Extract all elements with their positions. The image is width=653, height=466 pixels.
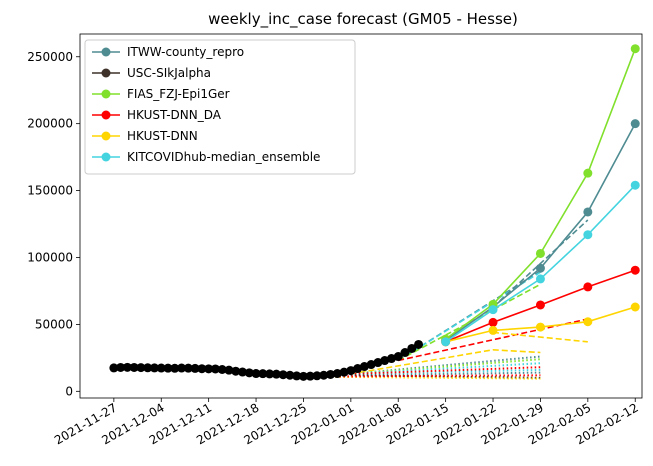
observed-point xyxy=(346,366,356,376)
observed-point xyxy=(251,369,261,379)
observed-point xyxy=(116,362,126,372)
x-axis: 2021-11-272021-12-042021-12-112021-12-18… xyxy=(52,398,641,447)
legend-marker xyxy=(101,110,111,120)
legend-label: HKUST-DNN xyxy=(127,129,198,143)
legend-label: ITWW-county_repro xyxy=(127,45,244,59)
observed-point xyxy=(143,363,153,373)
observed-point xyxy=(190,363,200,373)
legend-marker xyxy=(101,131,111,141)
series-point-3 xyxy=(630,265,640,275)
observed-point xyxy=(271,369,281,379)
observed-point xyxy=(305,371,315,381)
series-point-5 xyxy=(583,230,593,240)
observed-point xyxy=(298,371,308,381)
observed-point xyxy=(210,364,220,374)
series-point-4 xyxy=(488,325,498,335)
observed-point xyxy=(244,368,254,378)
past-forecast-line-6 xyxy=(492,331,588,343)
observed-point xyxy=(319,370,329,380)
observed-point xyxy=(414,339,424,349)
observed-point xyxy=(204,364,214,374)
observed-point xyxy=(136,363,146,373)
observed-point xyxy=(353,364,363,374)
observed-point xyxy=(366,360,376,370)
series-point-2 xyxy=(583,168,593,178)
past-forecast-line-3 xyxy=(492,219,589,308)
observed-point xyxy=(183,363,193,373)
observed-point xyxy=(170,363,180,373)
series-point-0 xyxy=(583,207,593,217)
y-axis: 0 50000 100000 150000 200000 250000 xyxy=(27,50,80,398)
legend-marker xyxy=(101,47,111,57)
series-point-3 xyxy=(535,300,545,310)
observed-point xyxy=(339,367,349,377)
series-point-4 xyxy=(535,322,545,332)
series-point-5 xyxy=(488,305,498,315)
legend-box xyxy=(84,39,356,175)
observed-point xyxy=(359,362,369,372)
observed-point xyxy=(407,343,417,353)
observed-point xyxy=(373,358,383,368)
plot-area xyxy=(79,33,643,399)
y-tick-label: 0 xyxy=(65,384,73,398)
y-tick-label: 100000 xyxy=(27,250,73,264)
observed-point xyxy=(258,369,268,379)
series-point-5 xyxy=(630,180,640,190)
observed-point xyxy=(224,365,234,375)
series-point-2 xyxy=(535,248,545,258)
observed-point xyxy=(393,352,403,362)
observed-point xyxy=(285,370,295,380)
series-point-0 xyxy=(630,119,640,129)
past-forecast-line-5 xyxy=(350,348,541,375)
legend-label: KITCOVIDhub-median_ensemble xyxy=(127,150,320,164)
observed-point xyxy=(278,370,288,380)
observed-point xyxy=(238,367,248,377)
y-tick-label: 250000 xyxy=(27,50,73,64)
series-point-2 xyxy=(630,44,640,54)
series-point-4 xyxy=(630,302,640,312)
legend: ITWW-county_repro USC-SIkJalpha FIAS_FZJ-E… xyxy=(84,39,356,175)
observed-point xyxy=(163,363,173,373)
y-tick-label: 50000 xyxy=(35,317,73,331)
series-line-2 xyxy=(445,48,636,340)
observed-point xyxy=(380,356,390,366)
series-point-3 xyxy=(488,317,498,327)
observed-point xyxy=(109,363,119,373)
observed-point xyxy=(326,369,336,379)
observed-point xyxy=(231,366,241,376)
y-tick-label: 150000 xyxy=(27,184,73,198)
legend-label: USC-SIkJalpha xyxy=(127,66,211,80)
series-point-5 xyxy=(441,337,451,347)
observed-point xyxy=(217,364,227,374)
legend-label: FIAS_FZJ-Epi1Ger xyxy=(127,87,230,101)
legend-marker xyxy=(101,68,111,78)
observed-point xyxy=(400,348,410,357)
observed-point xyxy=(149,363,159,373)
observed-point xyxy=(177,363,187,373)
legend-marker xyxy=(101,152,111,162)
series-point-0 xyxy=(535,263,545,273)
observed-point xyxy=(332,369,342,379)
observed-point xyxy=(129,362,139,372)
observed-point xyxy=(312,371,322,381)
observed-point xyxy=(156,363,166,373)
observed-point xyxy=(265,369,275,379)
series-point-5 xyxy=(535,274,545,284)
legend-label: HKUST-DNN_DA xyxy=(127,108,222,122)
y-tick-label: 200000 xyxy=(27,117,73,131)
observed-point xyxy=(197,364,207,374)
observed-point xyxy=(122,362,132,372)
series-point-3 xyxy=(583,282,593,292)
chart-title: weekly_inc_case forecast (GM05 - Hesse) xyxy=(208,10,518,29)
legend-marker xyxy=(101,89,111,99)
observed-point xyxy=(386,354,396,364)
past-forecast-line-4 xyxy=(398,318,588,362)
series-point-4 xyxy=(583,317,593,327)
plot-frame xyxy=(79,33,643,399)
observed-point xyxy=(292,371,302,381)
